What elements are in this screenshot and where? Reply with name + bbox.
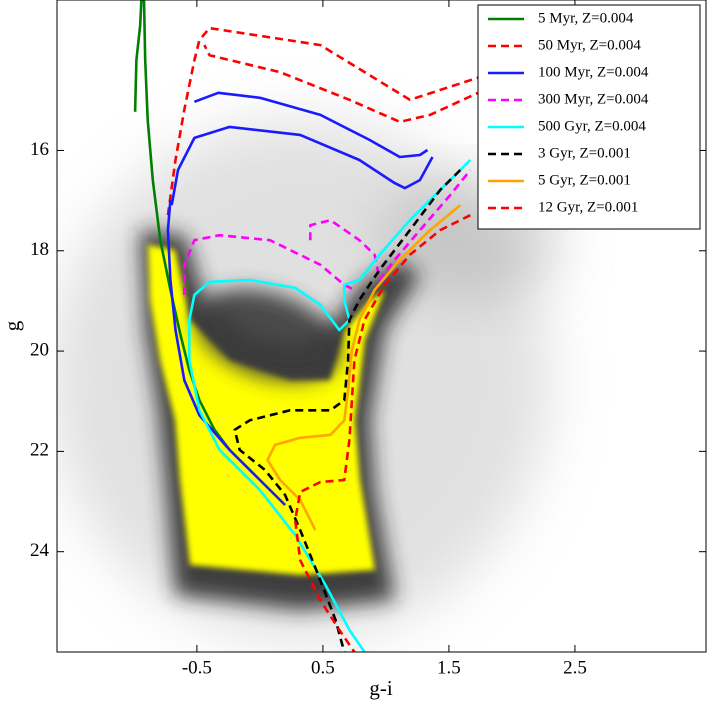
- y-tick-label: 24: [30, 540, 50, 561]
- isochrones: [133, 0, 561, 652]
- axes: -0.5 0.5 1.5 2.5 16 18 20 22 24: [30, 0, 706, 678]
- isochrone-line: [233, 169, 462, 652]
- x-tick-label: 2.5: [563, 657, 587, 678]
- legend-label: 5 Gyr, Z=0.001: [538, 172, 631, 188]
- legend-label: 300 Myr, Z=0.004: [538, 91, 649, 107]
- plot-frame: [56, 0, 707, 653]
- legend-label: 50 Myr, Z=0.004: [538, 37, 641, 53]
- x-tick-label: 0.5: [311, 657, 335, 678]
- legend-label: 12 Gyr, Z=0.001: [538, 199, 638, 215]
- isochrone-line: [166, 26, 561, 216]
- isochrone-line: [266, 204, 462, 531]
- legend: 5 Myr, Z=0.004 50 Myr, Z=0.004 100 Myr, Z=…: [477, 4, 701, 230]
- y-tick-label: 20: [30, 339, 49, 360]
- y-tick-label: 16: [30, 139, 49, 160]
- isochrone-line: [183, 169, 472, 295]
- x-tick-label: 1.5: [437, 657, 461, 678]
- x-tick-label: -0.5: [182, 657, 212, 678]
- legend-label: 3 Gyr, Z=0.001: [538, 145, 631, 161]
- legend-label: 500 Gyr, Z=0.004: [538, 118, 646, 134]
- x-axis-label: g-i: [369, 676, 392, 700]
- isochrone-line: [188, 159, 472, 652]
- legend-label: 100 Myr, Z=0.004: [538, 64, 649, 80]
- isochrone-line: [293, 214, 471, 652]
- isochrone-line: [166, 91, 434, 506]
- density-background: [57, 120, 560, 640]
- peak-density: [148, 245, 385, 575]
- y-tick-label: 22: [30, 440, 49, 461]
- y-tick-label: 18: [30, 239, 49, 260]
- density-gap: [195, 288, 341, 382]
- y-axis-label: g: [0, 320, 24, 331]
- legend-box: [477, 4, 701, 230]
- legend-label: 5 Myr, Z=0.004: [538, 10, 634, 26]
